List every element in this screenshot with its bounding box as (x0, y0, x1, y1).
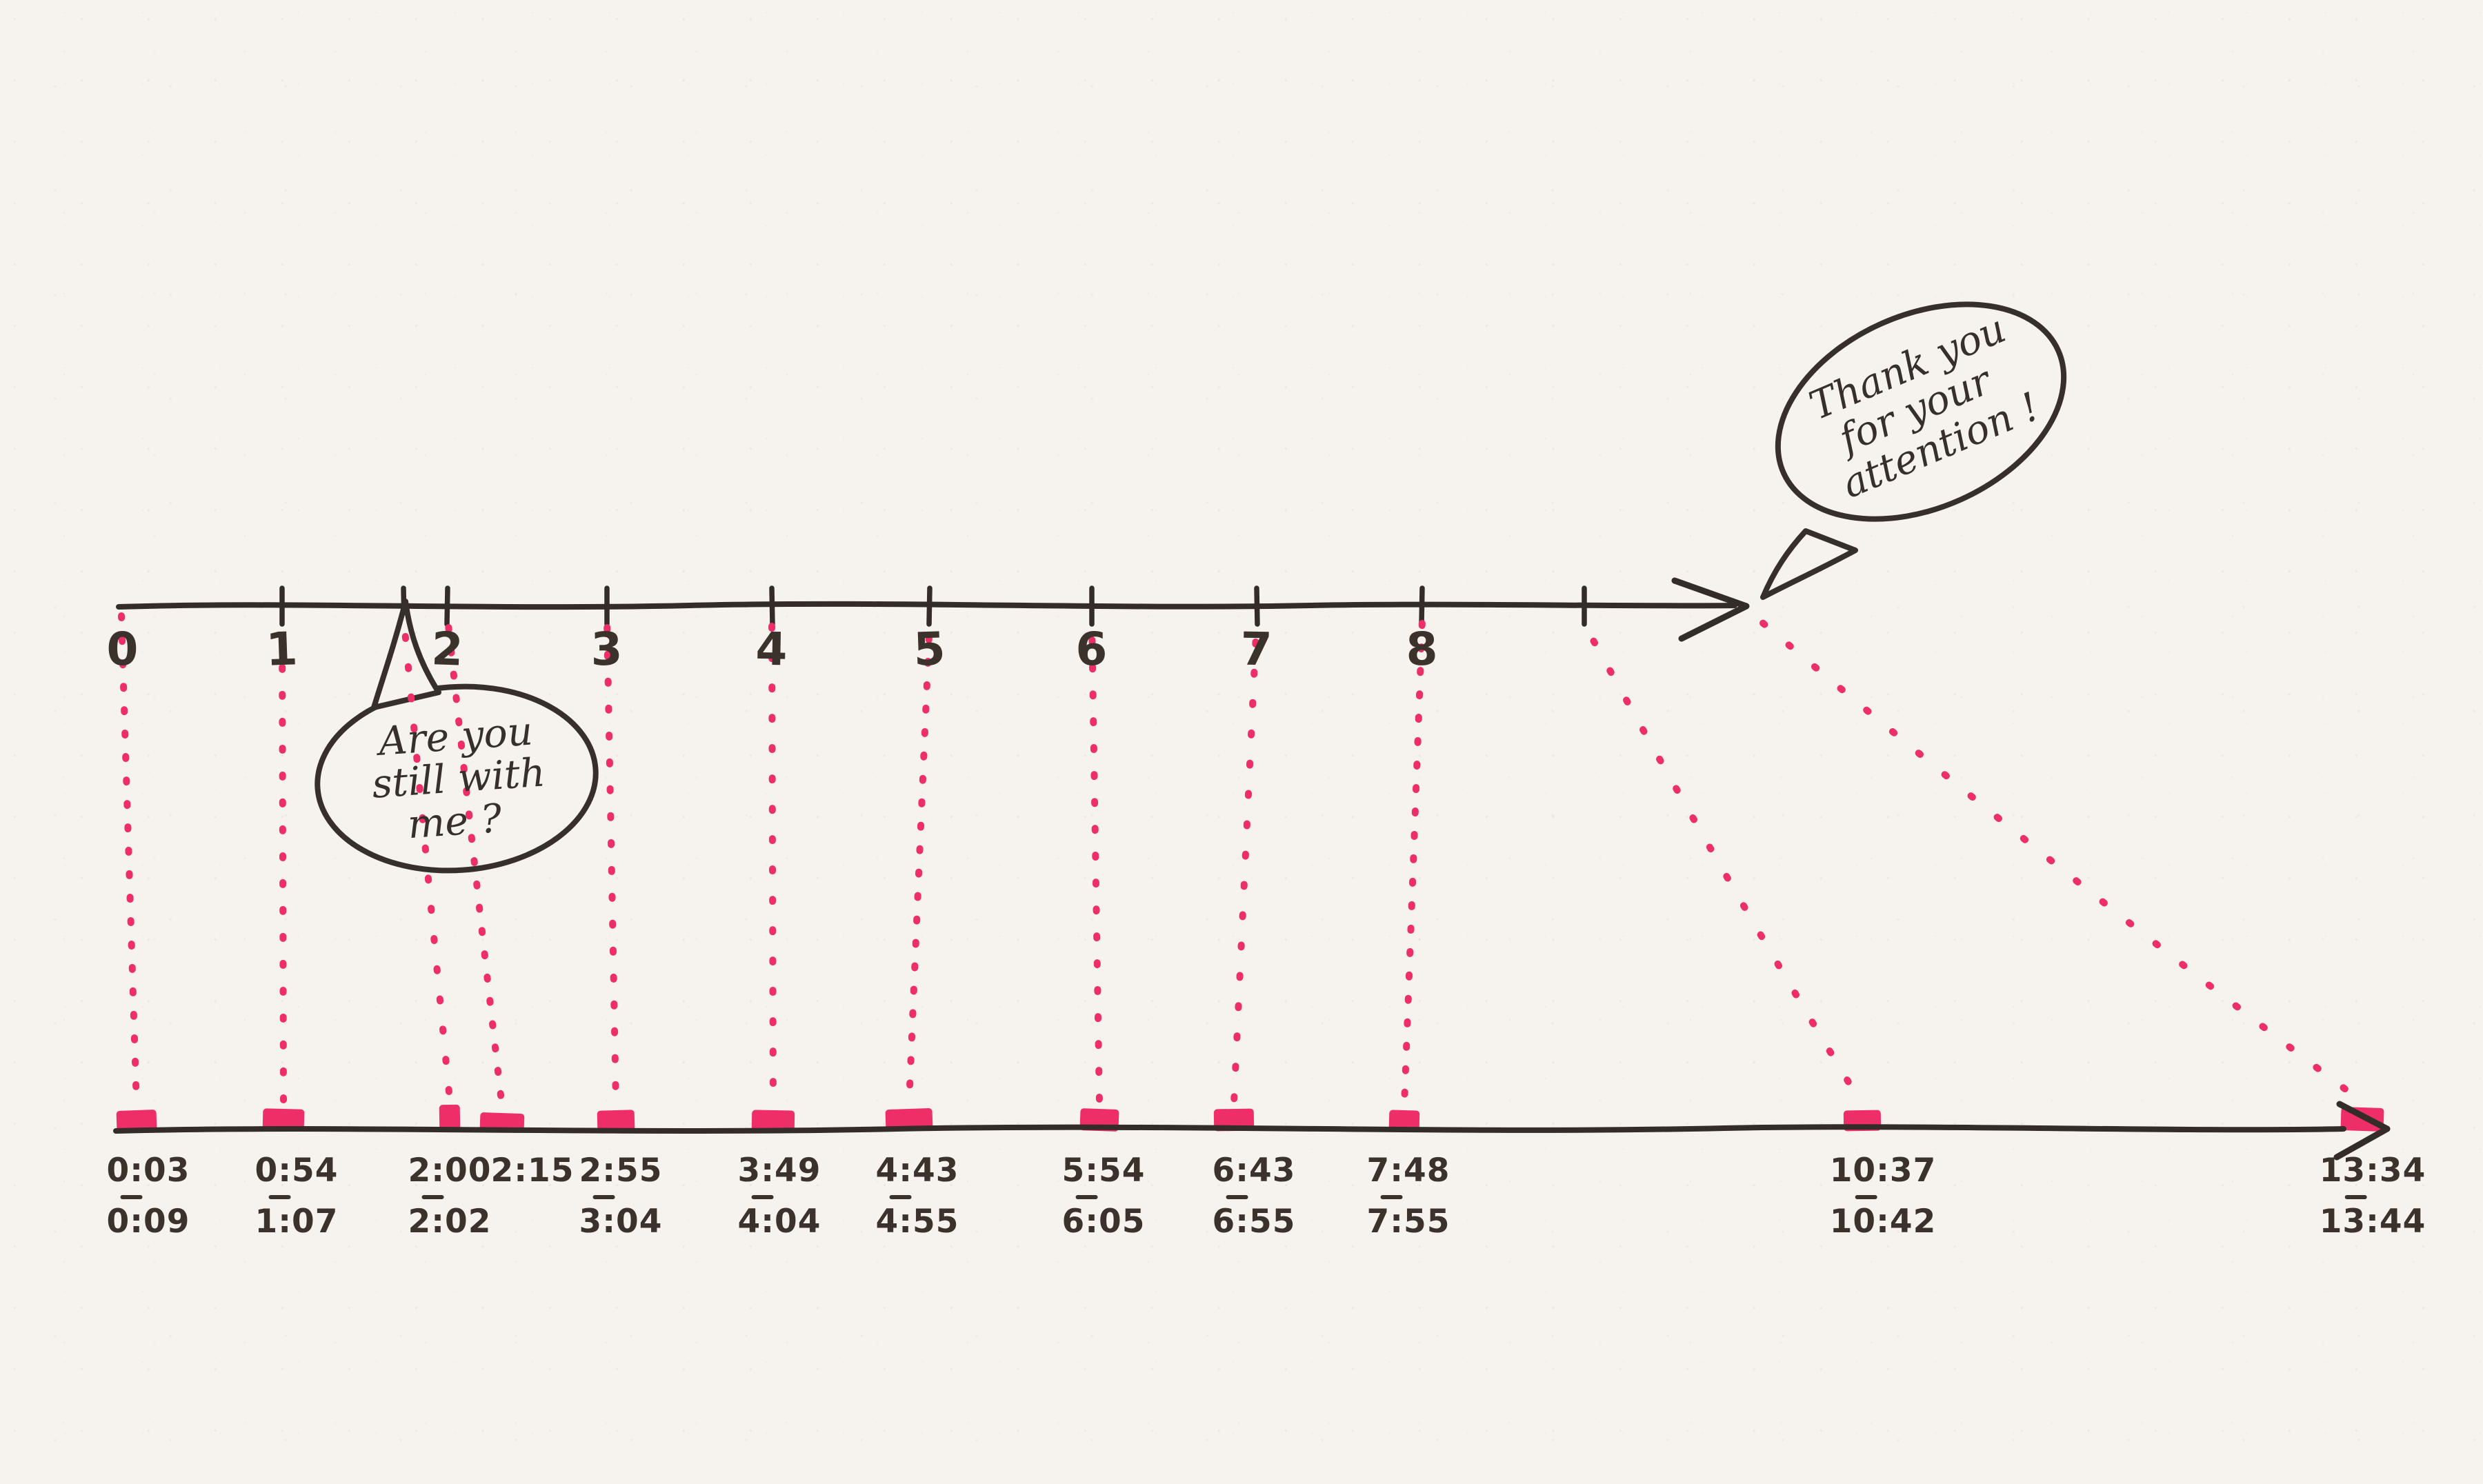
event-time-range-label: 2:00 2:02 (408, 1153, 492, 1239)
range-dash (269, 1194, 291, 1199)
top-axis-line (116, 601, 1737, 610)
event-end-time: 4:55 (875, 1202, 959, 1241)
event-time-range-label: 3:49 4:04 (738, 1153, 821, 1239)
event-time-range-label: 13:34 13:44 (2320, 1153, 2426, 1239)
range-dash (1381, 1194, 1403, 1199)
question-line-3: me ? (406, 795, 503, 848)
event-marker-blob (597, 1110, 635, 1132)
range-dash (1855, 1194, 1877, 1199)
top-axis-tick-label: 3 (590, 622, 624, 676)
event-time-range-label: 7:48 7:55 (1367, 1153, 1450, 1239)
event-connector-line (768, 616, 777, 1108)
event-end-time: 2:02 (408, 1202, 492, 1241)
event-end-time: 7:55 (1366, 1202, 1450, 1241)
question-speech-bubble-text: Are you still with me ? (308, 683, 609, 876)
event-connector-line (1230, 616, 1260, 1107)
event-connector-line (400, 612, 453, 1103)
event-start-time: 10:37 (1829, 1152, 1937, 1190)
event-connector-line (604, 616, 619, 1108)
event-end-time: 3:04 (579, 1202, 663, 1241)
top-axis-tick-label: 2 (430, 622, 465, 676)
event-connector-line (906, 616, 933, 1107)
event-start-time: 2:00 (408, 1152, 492, 1190)
top-axis-tick (926, 585, 933, 627)
event-marker-blob (262, 1108, 305, 1132)
top-axis-tick-label: 8 (1405, 622, 1439, 676)
range-dash (2344, 1194, 2367, 1199)
event-connector-line (279, 615, 287, 1107)
event-marker-blob (751, 1110, 795, 1132)
event-time-range-label: 10:37 10:42 (1830, 1153, 1937, 1239)
event-start-time: 2:55 (579, 1152, 663, 1190)
event-end-time: 6:05 (1061, 1202, 1146, 1241)
event-marker-blob (479, 1112, 525, 1132)
event-marker-blob (116, 1110, 157, 1132)
top-axis-arrowhead (1671, 577, 1750, 642)
question-bubble-outline (315, 683, 599, 874)
range-dash (890, 1194, 912, 1199)
range-dash (422, 1194, 444, 1199)
top-axis-tick-label: 7 (1239, 622, 1274, 676)
event-connector-line (1581, 621, 1866, 1108)
thanks-bubble-outline (1775, 301, 2067, 522)
range-dash (1226, 1194, 1248, 1199)
event-end-time: 6:55 (1212, 1202, 1296, 1241)
event-time-range-label: 2:55 3:04 (579, 1153, 663, 1239)
question-bubble-tail (371, 599, 441, 710)
bottom-axis-line (113, 1124, 2346, 1134)
event-start-time: 13:34 (2319, 1152, 2426, 1190)
event-connector-line (1401, 616, 1426, 1108)
thanks-bubble-tail (1760, 528, 1858, 600)
event-end-time: 10:42 (1829, 1202, 1937, 1241)
event-start-time: 2:15 (490, 1152, 575, 1190)
event-start-time: 3:49 (737, 1152, 821, 1190)
top-axis-tick-label: 5 (913, 622, 947, 676)
event-end-time: 4:04 (737, 1202, 821, 1241)
event-connector-line (1088, 616, 1103, 1107)
event-time-range-label: 0:54 1:07 (255, 1153, 339, 1239)
event-connector-line (1748, 610, 2366, 1105)
event-start-time: 0:54 (255, 1152, 339, 1190)
event-start-time: 0:03 (106, 1152, 190, 1190)
range-dash (1076, 1194, 1098, 1199)
event-start-time: 7:48 (1366, 1152, 1450, 1190)
event-start-time: 6:43 (1212, 1152, 1296, 1190)
event-end-time: 1:07 (255, 1202, 339, 1241)
event-end-time: 0:09 (106, 1202, 190, 1241)
event-marker-blob (1388, 1110, 1420, 1132)
range-dash (752, 1194, 774, 1199)
top-axis-tick-label: 6 (1075, 623, 1108, 676)
range-dash (593, 1194, 615, 1199)
bottom-axis-arrowhead (2333, 1101, 2391, 1161)
event-time-range-label: 6:43 6:55 (1213, 1153, 1296, 1239)
top-axis-tick-label: 4 (755, 622, 789, 676)
event-start-time: 5:54 (1061, 1152, 1146, 1190)
event-time-range-label: 0:03 0:09 (107, 1153, 190, 1239)
event-time-range-label: 2:15 (491, 1153, 575, 1189)
event-time-range-label: 5:54 6:05 (1062, 1153, 1146, 1239)
range-dash (121, 1194, 143, 1199)
event-time-range-label: 4:43 4:55 (876, 1153, 959, 1239)
event-marker-blob (439, 1104, 461, 1132)
top-axis-origin-label: 0 (106, 623, 139, 676)
event-start-time: 4:43 (875, 1152, 959, 1190)
event-connector-line (118, 612, 140, 1108)
event-end-time: 13:44 (2319, 1202, 2426, 1241)
top-axis-tick (444, 585, 450, 627)
top-axis-tick-label: 1 (265, 622, 299, 676)
